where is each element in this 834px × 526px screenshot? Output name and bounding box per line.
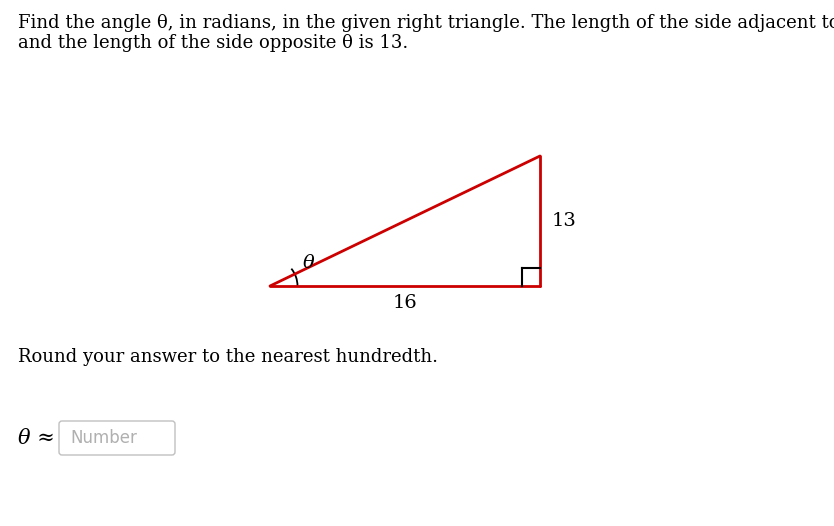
FancyBboxPatch shape	[59, 421, 175, 455]
Text: 16: 16	[393, 294, 417, 312]
Text: θ: θ	[303, 254, 314, 272]
Text: Find the angle θ, in radians, in the given right triangle. The length of the sid: Find the angle θ, in radians, in the giv…	[18, 14, 834, 32]
Text: Number: Number	[70, 429, 137, 447]
Text: 13: 13	[552, 212, 577, 230]
Text: θ ≈: θ ≈	[18, 429, 55, 448]
Text: Round your answer to the nearest hundredth.: Round your answer to the nearest hundred…	[18, 348, 438, 366]
Text: and the length of the side opposite θ is 13.: and the length of the side opposite θ is…	[18, 34, 409, 52]
